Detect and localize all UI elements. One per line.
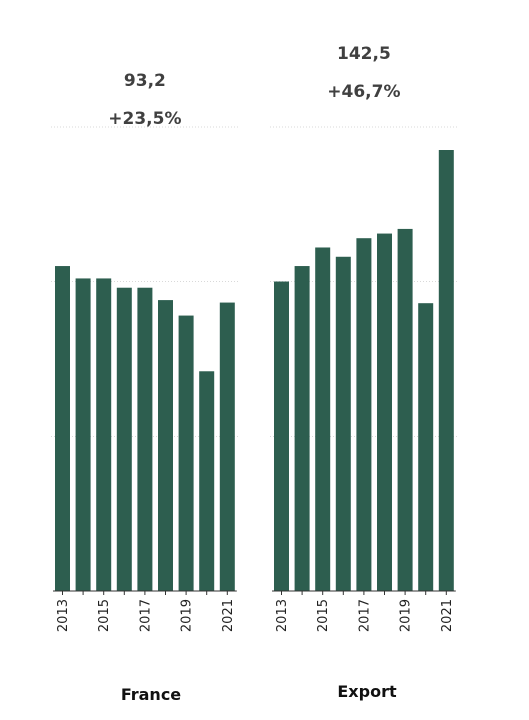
france-bar-2019 xyxy=(178,315,194,591)
france-bar-2020 xyxy=(199,371,215,591)
france-bar-2018 xyxy=(158,300,173,591)
france-panel-title: France xyxy=(121,685,181,704)
export-tick-label-2015: 2015 xyxy=(316,599,331,632)
export-bar-2017 xyxy=(356,238,372,591)
export-bar-2020 xyxy=(418,303,434,591)
export-value-label: 142,5 xyxy=(337,44,391,64)
france-change-label: +23,5% xyxy=(108,109,181,129)
export-bar-2014 xyxy=(294,266,310,591)
france-tick-label-2019: 2019 xyxy=(180,599,195,632)
france-bar-2015 xyxy=(96,278,112,591)
france-tick-label-2015: 2015 xyxy=(97,599,112,632)
france-bar-2016 xyxy=(116,287,132,591)
france-tick-label-2021: 2021 xyxy=(221,599,236,632)
export-bar-2016 xyxy=(335,256,351,591)
export-tick-label-2017: 2017 xyxy=(357,599,372,632)
export-bar-2021 xyxy=(438,150,454,591)
export-change-label: +46,7% xyxy=(327,82,400,102)
export-tick-label-2021: 2021 xyxy=(440,599,455,632)
export-tick-label-2019: 2019 xyxy=(399,599,414,632)
france-bar-2021 xyxy=(219,302,235,591)
export-bar-2015 xyxy=(315,247,331,592)
export-tick-label-2013: 2013 xyxy=(275,599,290,632)
export-bar-2019 xyxy=(397,228,413,592)
france-bar-2014 xyxy=(75,278,91,591)
france-tick-label-2013: 2013 xyxy=(56,599,71,632)
france-bar-2013 xyxy=(55,266,70,591)
export-bar-2013 xyxy=(274,281,289,591)
france-value-label: 93,2 xyxy=(124,71,166,91)
export-panel-title: Export xyxy=(337,682,397,701)
france-bar-2017 xyxy=(137,287,153,591)
france-tick-label-2017: 2017 xyxy=(138,599,153,632)
export-bar-2018 xyxy=(377,233,392,591)
